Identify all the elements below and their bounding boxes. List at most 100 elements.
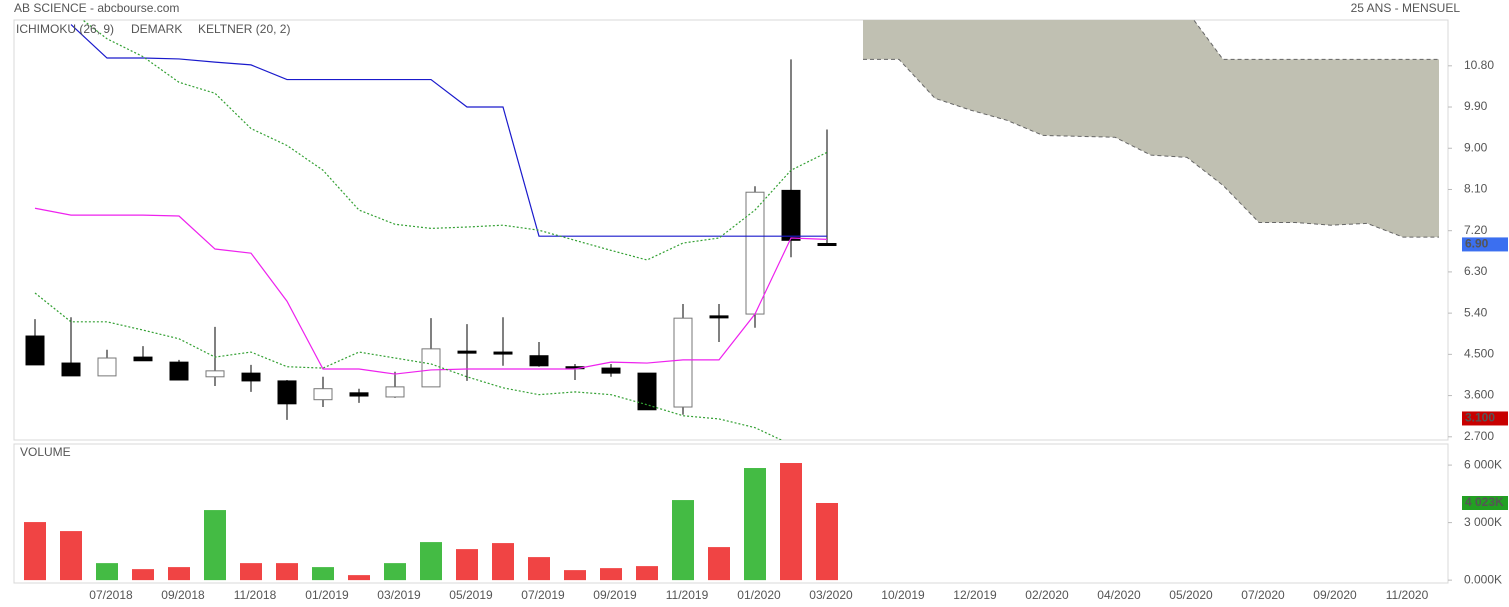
candle-body	[637, 372, 657, 411]
x-tick-label: 11/2018	[234, 588, 277, 602]
volume-bar	[816, 502, 838, 581]
y-tick-label: 9.00	[1464, 140, 1488, 154]
cloud-edge	[863, 58, 1439, 238]
candle-body	[817, 243, 837, 247]
candle-body	[277, 380, 297, 405]
candle-body	[133, 356, 153, 362]
y-tick-label: 3.600	[1464, 388, 1494, 402]
volume-bar	[204, 510, 226, 581]
legend-entry: ICHIMOKU (26, 9)	[16, 22, 114, 36]
volume-bar	[168, 567, 190, 581]
y-tick-label: 6.30	[1464, 264, 1488, 278]
volume-bar	[60, 531, 82, 581]
header-right: 25 ANS - MENSUEL	[1351, 1, 1461, 15]
ichimoku-cloud	[863, 20, 1439, 238]
volume-bar	[492, 543, 514, 581]
candle-body	[349, 392, 369, 397]
x-tick-label: 07/2020	[1241, 588, 1285, 602]
y-tick-label: 4.500	[1464, 347, 1494, 361]
y-tick-label: 6 000K	[1464, 457, 1502, 471]
candle-body	[781, 189, 801, 241]
candle-body	[493, 351, 513, 355]
x-tick-label: 12/2019	[953, 588, 997, 602]
price-panel	[13, 19, 1449, 441]
candle-body	[61, 362, 81, 377]
y-tick-label: 8.10	[1464, 182, 1488, 196]
volume-bar	[384, 563, 406, 581]
x-tick-label: 05/2020	[1169, 588, 1213, 602]
candle-body	[709, 315, 729, 319]
volume-bar	[744, 468, 766, 581]
price-plot	[25, 20, 1439, 440]
x-tick-label: 09/2019	[593, 588, 637, 602]
y-tick-label: 2.700	[1464, 429, 1494, 443]
volume-title: VOLUME	[20, 445, 71, 459]
y-tick-label: 5.40	[1464, 305, 1488, 319]
volume-bar	[132, 569, 154, 581]
x-tick-label: 09/2018	[161, 588, 205, 602]
volume-bar	[564, 570, 586, 581]
volume-bar	[456, 549, 478, 581]
volume-tag	[1462, 495, 1508, 510]
x-tick-label: 02/2020	[1025, 588, 1069, 602]
candle-body	[25, 335, 45, 366]
volume-bar	[24, 522, 46, 581]
candle-body	[241, 372, 261, 382]
indicator-line	[34, 292, 783, 440]
y-tick-label: 3 000K	[1464, 515, 1502, 529]
volume-bar	[528, 557, 550, 581]
candle-body	[313, 388, 333, 401]
volume-bar	[420, 542, 442, 581]
price-tag-label: 3.100	[1465, 411, 1495, 425]
candle-body	[385, 386, 405, 398]
candle-body	[205, 370, 225, 378]
x-tick-label: 10/2019	[881, 588, 925, 602]
x-tick-label: 07/2018	[89, 588, 133, 602]
candle-body	[421, 348, 441, 388]
x-tick-label: 01/2020	[737, 588, 781, 602]
volume-bar	[708, 547, 730, 581]
y-tick-label: 0.000K	[1464, 572, 1502, 586]
candle-body	[97, 357, 117, 377]
x-tick-label: 11/2019	[666, 588, 709, 602]
volume-bar	[96, 563, 118, 581]
candle-body	[601, 367, 621, 374]
x-tick-label: 04/2020	[1097, 588, 1141, 602]
volume-bar	[240, 563, 262, 581]
y-tick-label: 9.90	[1464, 99, 1488, 113]
x-tick-label: 01/2019	[305, 588, 349, 602]
volume-bar	[600, 568, 622, 581]
volume-bar	[276, 563, 298, 581]
x-tick-label: 07/2019	[521, 588, 565, 602]
y-tick-label: 7.20	[1464, 223, 1488, 237]
volume-tag-label: 4 023K	[1465, 495, 1504, 509]
x-tick-label: 03/2020	[809, 588, 853, 602]
volume-bar	[312, 567, 334, 581]
candle-body	[673, 317, 693, 408]
volume-bar	[348, 575, 370, 581]
volume-panel	[13, 443, 1449, 584]
indicator-line	[81, 20, 828, 261]
candle-body	[529, 355, 549, 367]
x-tick-label: 11/2020	[1386, 588, 1429, 602]
volume-bar	[672, 500, 694, 581]
volume-bar	[636, 566, 658, 581]
legend-entry: KELTNER (20, 2)	[198, 22, 290, 36]
candle-body	[169, 361, 189, 381]
x-tick-label: 03/2019	[377, 588, 421, 602]
price-tag	[1462, 411, 1508, 426]
price-tag	[1462, 237, 1508, 252]
legend-entry: DEMARK	[131, 22, 182, 36]
header-left: AB SCIENCE - abcbourse.com	[14, 1, 179, 15]
indicator-line	[34, 207, 828, 375]
volume-bar	[780, 463, 802, 581]
x-tick-label: 05/2019	[449, 588, 493, 602]
x-tick-label: 09/2020	[1313, 588, 1357, 602]
cloud-edge	[1193, 20, 1439, 60]
price-tag-label: 6.90	[1465, 237, 1489, 251]
candle-body	[457, 350, 477, 354]
indicator-line	[70, 24, 827, 237]
y-tick-label: 10.80	[1464, 58, 1494, 72]
